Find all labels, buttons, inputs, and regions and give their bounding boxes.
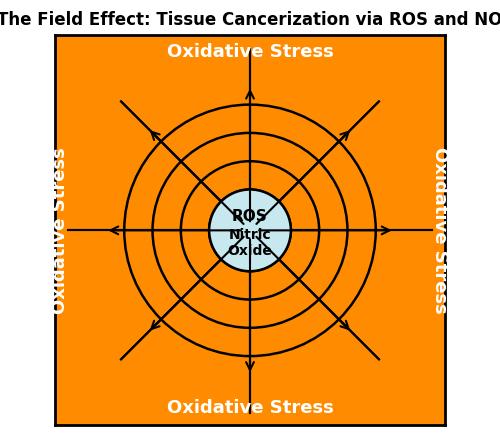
Text: ROS: ROS xyxy=(232,209,268,224)
Text: Oxidative Stress: Oxidative Stress xyxy=(431,147,449,314)
Text: The Field Effect: Tissue Cancerization via ROS and NO: The Field Effect: Tissue Cancerization v… xyxy=(0,11,500,29)
Text: Oxidative Stress: Oxidative Stress xyxy=(166,43,334,61)
Text: Nitric: Nitric xyxy=(228,228,272,242)
Text: Oxidative Stress: Oxidative Stress xyxy=(51,147,69,314)
Text: Oxidative Stress: Oxidative Stress xyxy=(166,400,334,417)
Text: Oxide: Oxide xyxy=(228,244,272,258)
Circle shape xyxy=(209,190,291,271)
